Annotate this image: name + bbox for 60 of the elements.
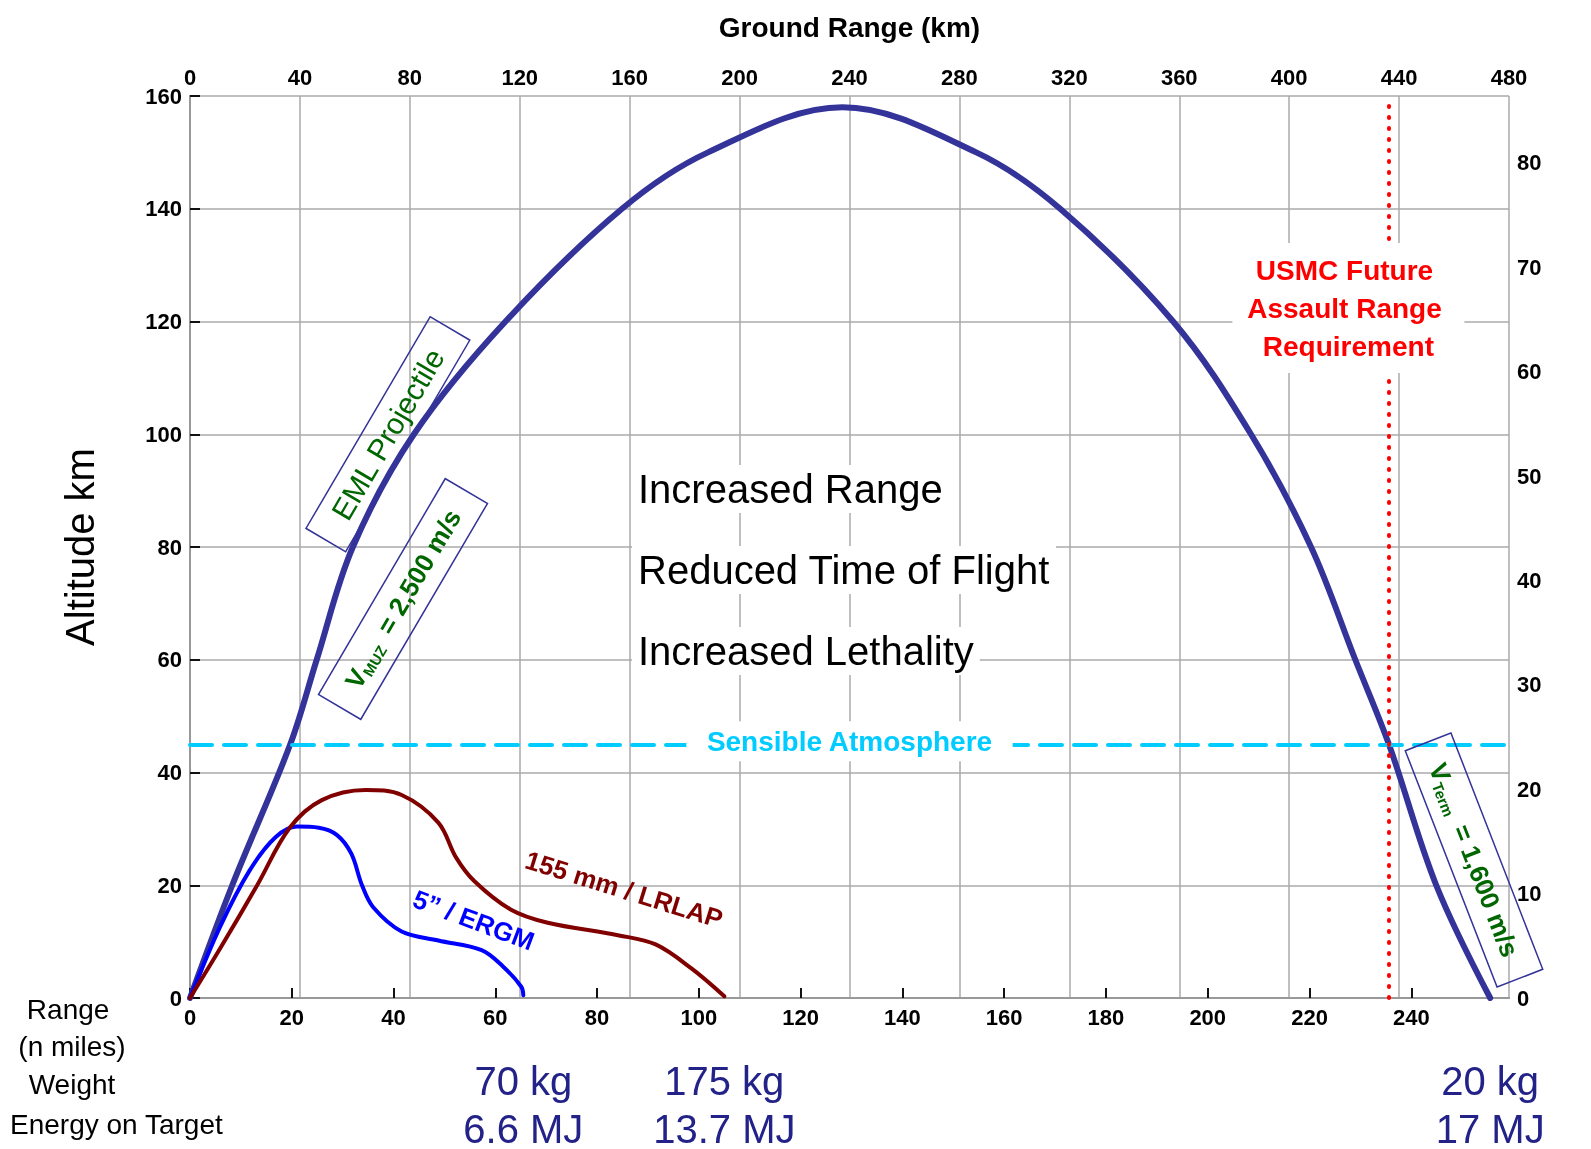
y2-tick-label: 0 (1517, 985, 1530, 1011)
annotation: 13.7 MJ (653, 1107, 796, 1149)
x2-tick-label: 120 (501, 64, 539, 90)
y2-tick-label: 10 (1517, 881, 1542, 907)
y2-tick-label: 60 (1517, 359, 1542, 385)
x-tick-label: 120 (782, 1004, 820, 1030)
x-tick-label: 180 (1087, 1004, 1125, 1030)
annotation: 17 MJ (1435, 1107, 1545, 1149)
x2-tick-label: 360 (1160, 64, 1198, 90)
y2-tick-label: 30 (1517, 672, 1542, 698)
y2-tick-label: 80 (1517, 150, 1542, 176)
y-tick-label: 60 (157, 647, 182, 673)
x-tick-label: 140 (884, 1004, 921, 1030)
y-tick-label: 120 (145, 309, 182, 334)
x2-tick-label: 440 (1380, 64, 1418, 90)
x-tick-label: 220 (1291, 1004, 1328, 1030)
annotation: 20 kg (1441, 1059, 1540, 1103)
y-tick-label: 160 (145, 83, 182, 109)
x-tick-label: 40 (381, 1004, 406, 1030)
annotation: Reduced Time of Flight (638, 548, 1050, 592)
y-tick-label: 40 (157, 760, 182, 785)
line-series (188, 787, 727, 1000)
annotation: Increased Range (638, 467, 943, 511)
text: Weight (28, 1068, 116, 1100)
annotation: 6.6 MJ (463, 1107, 584, 1149)
y-tick-label: 0 (169, 985, 182, 1011)
y-tick-label: 20 (157, 872, 182, 898)
y2-tick-label: 70 (1517, 254, 1542, 280)
annotation: 70 kg (474, 1059, 573, 1103)
x2-tick-label: 160 (611, 64, 649, 90)
x2-tick-label: 80 (397, 64, 423, 90)
x2-axis-title: Ground Range (km) (718, 11, 981, 43)
text: Energy on Target (10, 1108, 223, 1140)
x-tick-label: 80 (584, 1004, 610, 1030)
y-tick-label: 100 (145, 421, 182, 447)
x2-tick-label: 200 (721, 64, 758, 90)
x2-tick-label: 240 (831, 64, 868, 90)
y-axis-title: Altitude km (58, 448, 102, 646)
x-tick-label: 240 (1392, 1004, 1430, 1030)
y-tick-label: 80 (157, 534, 182, 560)
x2-tick-label: 40 (287, 64, 313, 90)
ref-line-label: USMC Future Assault Range Requirement (1247, 254, 1450, 362)
annotation: 175 kg (664, 1059, 785, 1103)
x-axis-title: Range (n miles) (18, 994, 126, 1062)
x2-tick-label: 480 (1490, 64, 1528, 90)
x-tick-label: 100 (680, 1004, 718, 1030)
x2-tick-label: 400 (1270, 64, 1308, 90)
text: 5” / ERGM (408, 883, 539, 957)
y2-tick-label: 20 (1517, 776, 1542, 802)
y2-tick-label: 40 (1517, 567, 1542, 593)
x2-tick-label: 280 (941, 64, 978, 90)
x-tick-label: 60 (483, 1004, 508, 1030)
y2-tick-label: 50 (1517, 463, 1542, 489)
x2-tick-label: 320 (1050, 64, 1088, 90)
y-tick-label: 140 (145, 196, 182, 222)
ref-line-label: Sensible Atmosphere (706, 725, 993, 757)
annotation: Increased Lethality (638, 629, 974, 673)
x-tick-label: 20 (279, 1004, 305, 1030)
x-tick-label: 200 (1189, 1004, 1227, 1030)
x-tick-label: 160 (985, 1004, 1023, 1030)
